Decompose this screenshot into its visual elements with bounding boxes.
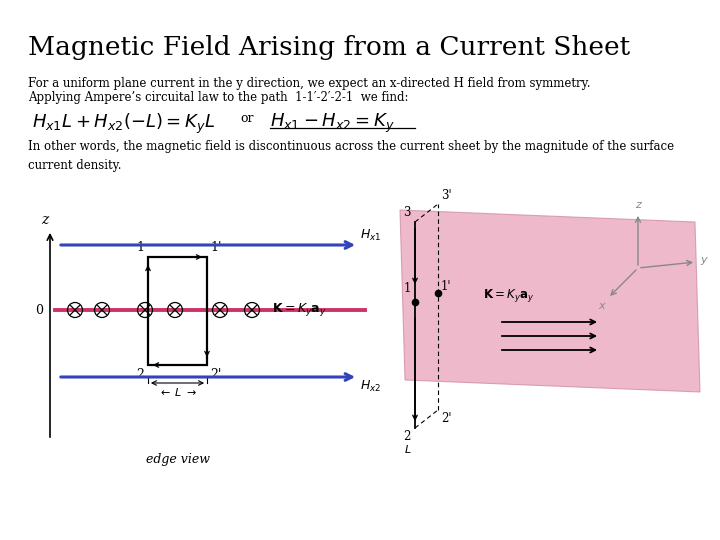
Text: $\mathbf{K} = K_y \mathbf{a}_y$: $\mathbf{K} = K_y \mathbf{a}_y$ <box>272 301 327 319</box>
Text: 2: 2 <box>136 368 144 381</box>
Text: 2: 2 <box>404 430 411 443</box>
Text: $H_{x2}$: $H_{x2}$ <box>360 379 381 394</box>
Text: 0: 0 <box>35 303 43 316</box>
Text: $H_{x1} - H_{x2} = K_y$: $H_{x1} - H_{x2} = K_y$ <box>270 112 395 135</box>
Text: $\leftarrow\; L \;\rightarrow$: $\leftarrow\; L \;\rightarrow$ <box>158 386 197 398</box>
Text: 2': 2' <box>441 412 451 425</box>
Text: or: or <box>240 112 253 125</box>
Text: Magnetic Field Arising from a Current Sheet: Magnetic Field Arising from a Current Sh… <box>28 35 630 60</box>
Text: 2': 2' <box>210 368 221 381</box>
Text: 3: 3 <box>403 206 411 219</box>
Text: 1': 1' <box>441 280 451 294</box>
Text: $L$: $L$ <box>405 443 412 455</box>
Text: edge view: edge view <box>146 453 210 466</box>
Text: For a uniform plane current in the y direction, we expect an x-directed H field : For a uniform plane current in the y dir… <box>28 77 590 90</box>
Text: 1: 1 <box>404 282 411 295</box>
Polygon shape <box>400 210 700 392</box>
Text: In other words, the magnetic field is discontinuous across the current sheet by : In other words, the magnetic field is di… <box>28 140 674 172</box>
Text: 1: 1 <box>136 241 144 254</box>
Text: Applying Ampere’s circuital law to the path  1-1′-2′-2-1  we find:: Applying Ampere’s circuital law to the p… <box>28 91 408 104</box>
Text: y: y <box>700 255 706 265</box>
Bar <box>148 257 207 365</box>
Text: $\mathbf{K} = K_y \mathbf{a}_y$: $\mathbf{K} = K_y \mathbf{a}_y$ <box>483 287 534 303</box>
Text: 1': 1' <box>210 241 222 254</box>
Text: 3': 3' <box>441 189 451 202</box>
Text: z: z <box>635 200 641 210</box>
Text: $H_{x1}$: $H_{x1}$ <box>360 228 382 243</box>
Text: z: z <box>41 213 48 227</box>
Text: x: x <box>598 301 605 311</box>
Text: $H_{x1}L + H_{x2}(-L) = K_y L$: $H_{x1}L + H_{x2}(-L) = K_y L$ <box>32 112 215 136</box>
